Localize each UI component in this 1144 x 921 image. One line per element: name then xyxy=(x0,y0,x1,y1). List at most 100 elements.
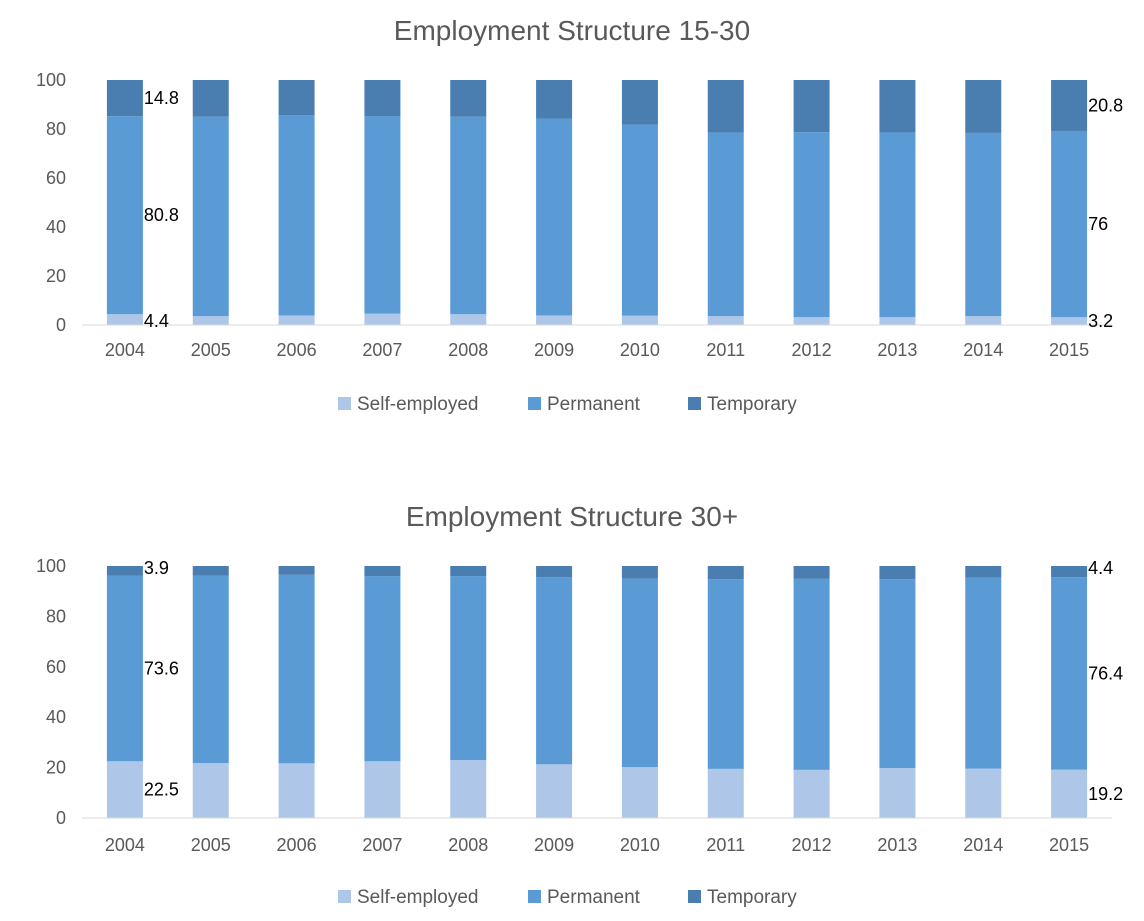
bar-segment-self-employed-2010 xyxy=(621,315,658,325)
bar-segment-permanent-2007 xyxy=(364,576,401,762)
bar-segment-temporary-2012 xyxy=(793,80,830,133)
x-tick-label: 2012 xyxy=(792,340,832,360)
bar-segment-self-employed-2015 xyxy=(1051,769,1088,818)
data-label: 4.4 xyxy=(1088,558,1113,578)
bar-segment-temporary-2014 xyxy=(965,80,1002,133)
bar-segment-temporary-2006 xyxy=(278,566,315,575)
bar-segment-temporary-2004 xyxy=(106,566,143,576)
x-tick-label: 2013 xyxy=(877,835,917,855)
x-tick-label: 2011 xyxy=(706,340,745,360)
bar-segment-permanent-2009 xyxy=(536,118,573,316)
bar-segment-permanent-2014 xyxy=(965,577,1002,769)
bar-segment-permanent-2009 xyxy=(536,577,573,765)
bar-segment-self-employed-2008 xyxy=(450,314,487,325)
legend-item-permanent: Permanent xyxy=(528,394,641,415)
x-tick-label: 2014 xyxy=(963,835,1003,855)
legend-item-self-employed: Self-employed xyxy=(338,394,478,415)
y-tick-label: 40 xyxy=(46,707,66,727)
x-tick-label: 2014 xyxy=(963,340,1003,360)
data-label: 76.4 xyxy=(1088,663,1123,683)
x-tick-label: 2007 xyxy=(362,835,402,855)
bar-segment-permanent-2008 xyxy=(450,576,487,761)
bar-segment-permanent-2015 xyxy=(1051,577,1088,770)
y-tick-label: 0 xyxy=(56,808,66,828)
bar-segment-temporary-2009 xyxy=(536,80,573,119)
bar-segment-self-employed-2006 xyxy=(278,763,315,818)
bar-segment-temporary-2006 xyxy=(278,80,315,116)
bar-segment-temporary-2012 xyxy=(793,566,830,579)
x-tick-label: 2015 xyxy=(1049,835,1089,855)
bar-segment-self-employed-2005 xyxy=(192,763,229,818)
bar-segment-permanent-2013 xyxy=(879,132,916,318)
y-tick-label: 0 xyxy=(56,315,66,335)
bar-segment-temporary-2015 xyxy=(1051,566,1088,578)
y-tick-label: 100 xyxy=(36,556,66,576)
bar-segment-temporary-2010 xyxy=(621,80,658,125)
bar-segment-permanent-2004 xyxy=(106,116,143,315)
bar-segment-self-employed-2014 xyxy=(965,768,1002,818)
bar-segment-self-employed-2009 xyxy=(536,764,573,818)
x-tick-label: 2006 xyxy=(277,835,317,855)
x-tick-label: 2015 xyxy=(1049,340,1089,360)
y-tick-label: 60 xyxy=(46,168,66,188)
bar-segment-temporary-2015 xyxy=(1051,80,1088,131)
y-tick-label: 80 xyxy=(46,606,66,626)
chart-employment-30plus: Employment Structure 30+ 0 20 40 60 80 100 200… xyxy=(36,501,1123,908)
data-label: 19.2 xyxy=(1088,784,1123,804)
bar-segment-self-employed-2015 xyxy=(1051,317,1088,325)
x-tick-label: 2013 xyxy=(877,340,917,360)
chart-employment-15-30: Employment Structure 15-30 0 20 40 60 80 100 2… xyxy=(36,15,1123,415)
data-label: 22.5 xyxy=(144,780,179,800)
bar-segment-permanent-2015 xyxy=(1051,130,1088,318)
bar-segment-permanent-2010 xyxy=(621,578,658,768)
x-tick-label: 2004 xyxy=(105,340,145,360)
bar-segment-permanent-2012 xyxy=(793,578,830,770)
data-label: 3.9 xyxy=(144,558,169,578)
data-label: 76 xyxy=(1088,214,1108,234)
bar-segment-permanent-2004 xyxy=(106,575,143,762)
bar-segment-permanent-2010 xyxy=(621,124,658,316)
bar-segment-permanent-2012 xyxy=(793,132,830,318)
legend-item-temporary: Temporary xyxy=(688,394,797,415)
x-tick-label: 2008 xyxy=(448,340,488,360)
chart-title: Employment Structure 30+ xyxy=(406,501,738,532)
bar-segment-self-employed-2004 xyxy=(106,314,143,325)
legend-swatch xyxy=(338,890,351,903)
legend-swatch xyxy=(688,397,701,410)
bar-segment-temporary-2004 xyxy=(106,80,143,117)
bar-segment-permanent-2006 xyxy=(278,574,315,764)
bar-segment-self-employed-2011 xyxy=(707,768,744,818)
bar-segment-temporary-2008 xyxy=(450,80,487,117)
bar-segment-temporary-2005 xyxy=(192,80,229,117)
bar-segment-temporary-2011 xyxy=(707,566,744,580)
legend-label: Self-employed xyxy=(357,394,478,415)
x-tick-label: 2005 xyxy=(191,835,231,855)
chart-title: Employment Structure 15-30 xyxy=(394,15,750,46)
legend-swatch xyxy=(338,397,351,410)
bar-segment-self-employed-2012 xyxy=(793,317,830,325)
legend-item-permanent: Permanent xyxy=(528,887,641,908)
bar-segment-self-employed-2010 xyxy=(621,767,658,818)
bar-segment-self-employed-2014 xyxy=(965,316,1002,325)
y-tick-label: 80 xyxy=(46,119,66,139)
bar-segment-permanent-2005 xyxy=(192,116,229,317)
bar-segment-temporary-2013 xyxy=(879,80,916,133)
bar-segment-self-employed-2012 xyxy=(793,769,830,818)
bar-segment-permanent-2006 xyxy=(278,115,315,316)
bar-segment-temporary-2009 xyxy=(536,566,573,578)
bar-segment-self-employed-2006 xyxy=(278,315,315,325)
bar-segment-permanent-2013 xyxy=(879,579,916,769)
bar-segment-temporary-2011 xyxy=(707,80,744,133)
data-label: 4.4 xyxy=(144,311,169,331)
data-label: 14.8 xyxy=(144,88,179,108)
bar-segment-permanent-2007 xyxy=(364,116,401,314)
bar-segment-temporary-2010 xyxy=(621,566,658,579)
data-label: 80.8 xyxy=(144,205,179,225)
y-tick-label: 100 xyxy=(36,70,66,90)
y-tick-label: 40 xyxy=(46,217,66,237)
bar-segment-temporary-2013 xyxy=(879,566,916,580)
bar-segment-self-employed-2007 xyxy=(364,313,401,325)
legend-item-self-employed: Self-employed xyxy=(338,887,478,908)
